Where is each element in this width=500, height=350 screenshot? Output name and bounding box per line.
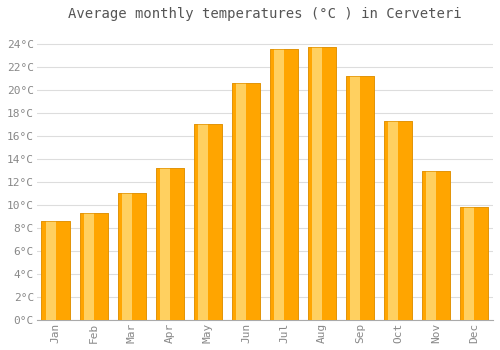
Bar [384, 121, 412, 320]
Bar [46, 221, 56, 320]
Bar [422, 172, 450, 320]
Bar [270, 49, 298, 320]
Bar [460, 207, 488, 320]
Bar [232, 83, 260, 320]
Bar [270, 49, 298, 320]
Bar [156, 168, 184, 320]
Bar [384, 121, 412, 320]
Bar [80, 213, 108, 320]
Bar [422, 172, 450, 320]
Bar [232, 83, 260, 320]
Bar [122, 193, 132, 320]
Bar [312, 47, 322, 320]
Bar [308, 47, 336, 320]
Bar [42, 221, 70, 320]
Bar [346, 76, 374, 320]
Bar [426, 172, 436, 320]
Bar [42, 221, 70, 320]
Bar [118, 193, 146, 320]
Bar [274, 49, 284, 320]
Bar [236, 83, 246, 320]
Bar [80, 213, 108, 320]
Bar [308, 47, 336, 320]
Bar [350, 76, 360, 320]
Bar [194, 124, 222, 320]
Bar [460, 207, 488, 320]
Bar [118, 193, 146, 320]
Bar [160, 168, 170, 320]
Bar [388, 121, 398, 320]
Bar [156, 168, 184, 320]
Bar [194, 124, 222, 320]
Title: Average monthly temperatures (°C ) in Cerveteri: Average monthly temperatures (°C ) in Ce… [68, 7, 462, 21]
Bar [346, 76, 374, 320]
Bar [198, 124, 207, 320]
Bar [464, 207, 474, 320]
Bar [84, 213, 94, 320]
